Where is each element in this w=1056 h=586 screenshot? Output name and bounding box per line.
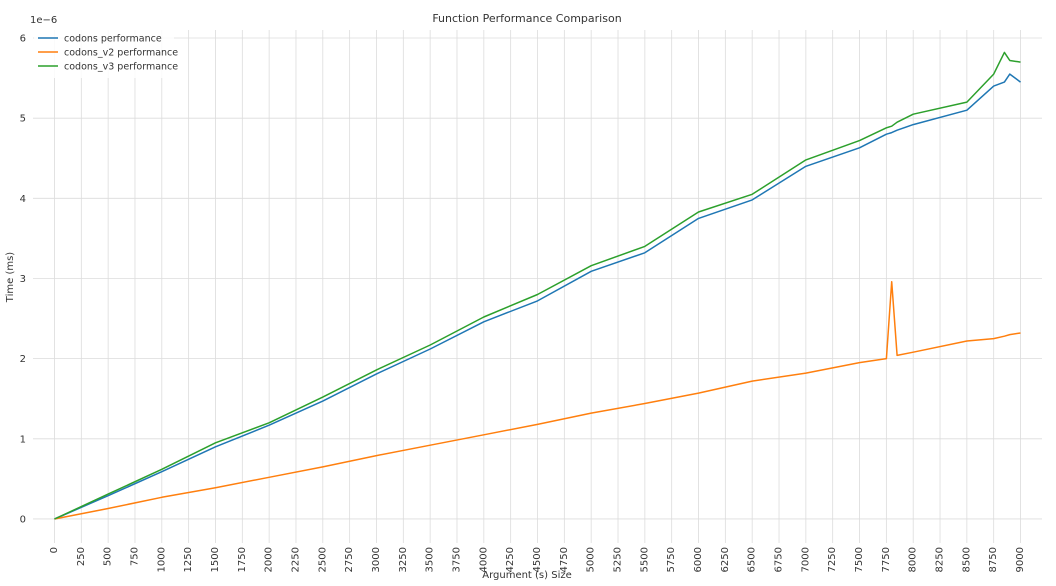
series-line-codons-v2-performance	[54, 280, 1021, 520]
x-tick-label: 5750	[666, 547, 677, 572]
x-tick-label: 6500	[747, 547, 758, 572]
x-tick-label: 3750	[451, 547, 462, 572]
x-tick-label: 0	[49, 547, 60, 553]
grid	[33, 30, 1042, 543]
x-tick-label: 5250	[613, 547, 624, 572]
series-line-codons-v3-performance	[54, 51, 1021, 520]
x-tick-label: 4000	[478, 547, 489, 572]
x-tick-label: 4500	[532, 547, 543, 572]
x-tick-label: 1250	[183, 547, 194, 572]
y-axis-label: Time (ms)	[5, 252, 16, 304]
legend-label: codons_v3 performance	[64, 62, 178, 73]
x-tick-label: 7750	[881, 547, 892, 572]
series-lines	[54, 51, 1021, 520]
x-axis-label: Argument (s) Size	[482, 570, 572, 581]
x-tick-label: 8250	[935, 547, 946, 572]
x-tick-label: 4250	[505, 547, 516, 572]
y-tick-label: 3	[20, 274, 26, 285]
x-tick-label: 4750	[559, 547, 570, 572]
tick-labels: 0 250 500 750 1000 1250 1500 1750 2000 2250 2500 27…	[20, 34, 1026, 573]
x-tick-label: 9000	[1015, 547, 1026, 572]
x-tick-label: 8000	[908, 547, 919, 572]
y-tick-label: 6	[20, 34, 26, 45]
x-tick-label: 7250	[827, 547, 838, 572]
x-tick-label: 3500	[425, 547, 436, 572]
x-tick-label: 3250	[398, 547, 409, 572]
legend-label: codons_v2 performance	[64, 48, 178, 59]
x-tick-label: 6250	[720, 547, 731, 572]
x-tick-label: 2500	[317, 547, 328, 572]
y-exponent-label: 1e−6	[30, 15, 57, 26]
y-tick-label: 5	[20, 114, 26, 125]
y-tick-label: 4	[20, 194, 26, 205]
x-tick-label: 2750	[344, 547, 355, 572]
x-tick-label: 500	[103, 547, 114, 566]
y-tick-label: 1	[20, 434, 26, 445]
x-tick-label: 7000	[800, 547, 811, 572]
x-tick-label: 8750	[988, 547, 999, 572]
legend-box	[34, 28, 174, 78]
x-tick-label: 5500	[639, 547, 650, 572]
x-tick-label: 5000	[586, 547, 597, 572]
y-tick-label: 0	[20, 514, 26, 525]
x-tick-label: 1750	[237, 547, 248, 572]
y-tick-label: 2	[20, 354, 26, 365]
x-tick-label: 6750	[774, 547, 785, 572]
x-tick-label: 6000	[693, 547, 704, 572]
x-tick-label: 8500	[961, 547, 972, 572]
x-tick-label: 3000	[371, 547, 382, 572]
legend: codons performance codons_v2 performance c…	[34, 28, 178, 78]
x-tick-label: 2250	[290, 547, 301, 572]
legend-label: codons performance	[64, 34, 162, 45]
chart-title: Function Performance Comparison	[432, 12, 621, 25]
x-tick-label: 1000	[156, 547, 167, 572]
x-tick-label: 7500	[854, 547, 865, 572]
x-tick-label: 250	[76, 547, 87, 566]
series-line-codons-performance	[54, 73, 1021, 520]
x-tick-label: 750	[129, 547, 140, 566]
x-tick-label: 1500	[210, 547, 221, 572]
x-tick-label: 2000	[264, 547, 275, 572]
